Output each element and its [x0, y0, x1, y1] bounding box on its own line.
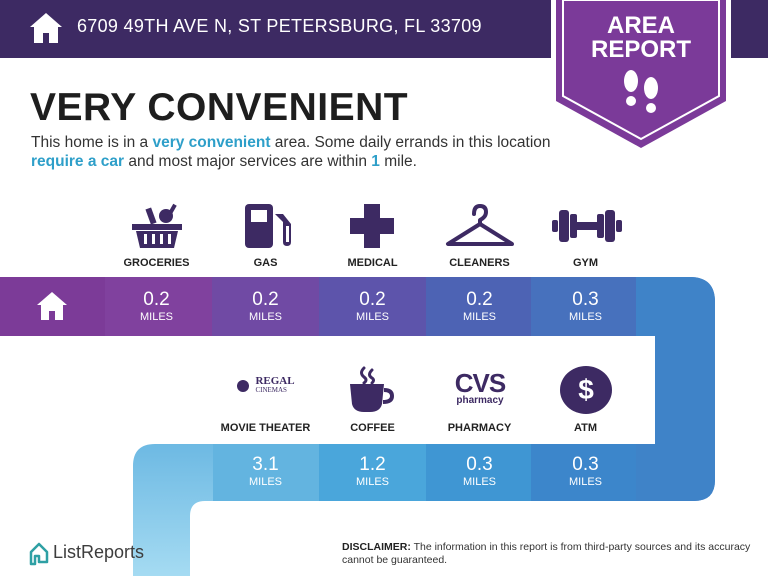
disclaimer-label: DISCLAIMER:	[342, 541, 411, 553]
desc-highlight-3: 1	[371, 153, 380, 170]
medical-cross-icon	[350, 204, 394, 248]
category-gas-label: GAS	[253, 257, 278, 269]
distance-value: 0.3	[572, 454, 599, 475]
distance-pharmacy: 0.3 MILES	[426, 454, 533, 489]
home-icon	[30, 13, 62, 43]
dollar-icon: $	[560, 366, 612, 414]
desc-text-3: and most major services are within	[124, 153, 372, 170]
distance-value: 0.3	[572, 289, 599, 310]
listreports-logo-icon	[29, 542, 49, 566]
distance-groceries: 0.2 MILES	[103, 289, 210, 324]
desc-text-4: mile.	[379, 153, 417, 170]
coffee-cup-icon	[350, 366, 394, 412]
category-pharmacy-label: PHARMACY	[447, 422, 512, 434]
badge-title: AREA REPORT	[551, 14, 731, 62]
distance-unit: MILES	[355, 311, 389, 323]
category-medical-label: MEDICAL	[347, 257, 398, 269]
category-movie-theater-label: MOVIE THEATER	[220, 422, 311, 434]
area-report-badge	[551, 0, 731, 155]
distance-unit: MILES	[568, 476, 602, 488]
summary-description: This home is in a very convenient area. …	[31, 133, 551, 171]
disclaimer-text: DISCLAIMER: The information in this repo…	[342, 541, 752, 567]
desc-highlight-2: require a car	[31, 153, 125, 170]
distance-movie-theater: 3.1 MILES	[212, 454, 319, 489]
distance-medical: 0.2 MILES	[319, 289, 426, 324]
distance-value: 0.3	[466, 454, 493, 475]
desc-text-2: area. Some daily errands in this locatio…	[270, 134, 551, 151]
distance-gym: 0.3 MILES	[532, 289, 639, 324]
distance-value: 0.2	[466, 289, 493, 310]
distance-unit: MILES	[568, 311, 602, 323]
disclaimer-body: The information in this report is from t…	[342, 541, 751, 566]
regal-logo-text: REGAL	[255, 375, 295, 388]
distance-unit: MILES	[462, 311, 496, 323]
regal-cinemas-logo: REGAL CINEMAS	[222, 375, 310, 395]
distance-value: 1.2	[359, 454, 386, 475]
distance-value: 0.2	[252, 289, 279, 310]
distance-unit: MILES	[462, 476, 496, 488]
pharmacy-logo-text: pharmacy	[456, 395, 504, 406]
distance-unit: MILES	[248, 476, 282, 488]
home-start-icon	[37, 292, 67, 320]
distance-value: 3.1	[252, 454, 279, 475]
page-title: VERY CONVENIENT	[30, 86, 409, 129]
distance-cleaners: 0.2 MILES	[426, 289, 533, 324]
gas-pump-icon	[245, 204, 291, 248]
category-atm-label: ATM	[573, 422, 597, 434]
distance-unit: MILES	[139, 311, 173, 323]
cinemas-logo-text: CINEMAS	[255, 386, 287, 395]
distance-unit: MILES	[248, 311, 282, 323]
category-cleaners-label: CLEANERS	[449, 257, 510, 269]
badge-line-2: REPORT	[590, 36, 691, 63]
cvs-logo-text: CVS	[454, 368, 506, 398]
distance-coffee: 1.2 MILES	[319, 454, 426, 489]
category-groceries-label: GROCERIES	[123, 257, 190, 269]
hanger-icon	[446, 204, 514, 246]
dumbbell-icon	[552, 210, 622, 242]
distance-value: 0.2	[359, 289, 386, 310]
desc-text-1: This home is in a	[31, 134, 153, 151]
cvs-pharmacy-logo: CVS pharmacy	[440, 370, 520, 406]
distance-unit: MILES	[355, 476, 389, 488]
property-address: 6709 49TH AVE N, ST PETERSBURG, FL 33709	[77, 16, 482, 36]
distance-gas: 0.2 MILES	[212, 289, 319, 324]
distance-atm: 0.3 MILES	[532, 454, 639, 489]
badge-line-1: AREA	[606, 12, 675, 39]
footprints-icon	[624, 70, 658, 113]
category-gym-label: GYM	[572, 257, 599, 269]
grocery-basket-icon	[132, 203, 182, 248]
desc-highlight-1: very convenient	[152, 134, 271, 151]
category-coffee-label: COFFEE	[350, 422, 395, 434]
listreports-brand: ListReports	[53, 542, 145, 562]
distance-value: 0.2	[143, 289, 170, 310]
